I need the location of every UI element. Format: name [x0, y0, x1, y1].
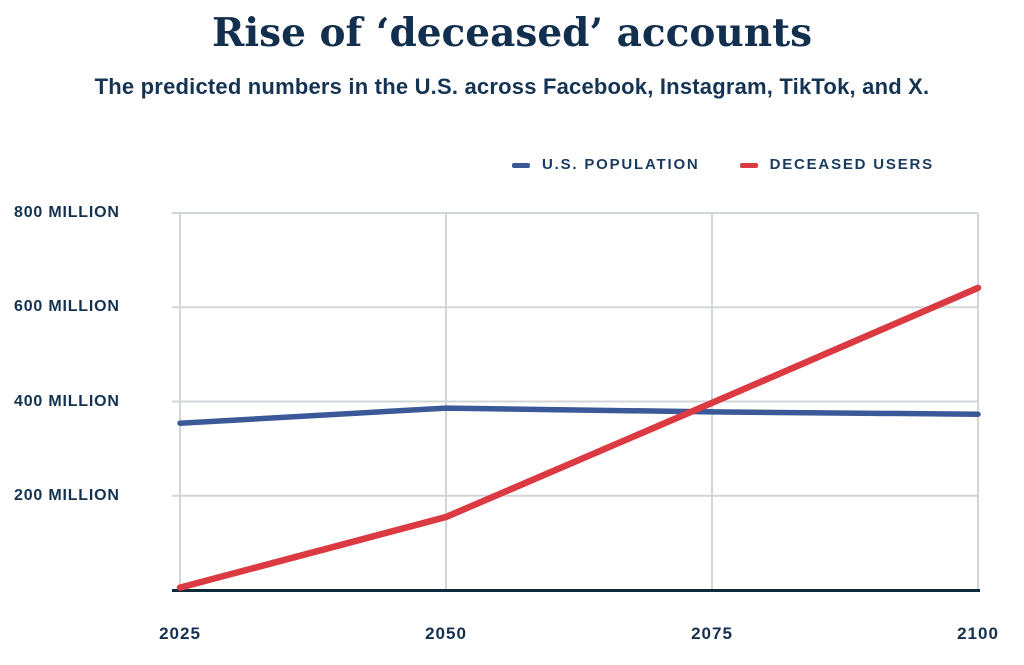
- chart-title: Rise of ‘deceased’ accounts: [211, 10, 813, 56]
- xtick-label-2050: 2050: [425, 624, 467, 643]
- ytick-label-200: 200 MILLION: [14, 486, 120, 504]
- ytick-label-800: 800 MILLION: [14, 204, 120, 221]
- legend: U.S. POPULATION DECEASED USERS: [512, 157, 934, 173]
- deceased-users-line: [176, 284, 982, 591]
- xtick-label-2075: 2075: [691, 624, 733, 643]
- legend-swatch-icon: [512, 162, 530, 168]
- xtick-label-2100: 2100: [957, 624, 999, 643]
- u-s-population-line: [177, 405, 981, 426]
- legend-label: DECEASED USERS: [769, 156, 934, 173]
- legend-swatch-icon: [739, 162, 758, 168]
- ytick-label-600: 600 MILLION: [14, 298, 120, 316]
- legend-item-u-s-population: U.S. POPULATION: [512, 157, 700, 173]
- legend-item-deceased-users: DECEASED USERS: [739, 156, 934, 173]
- xtick-label-2025: 2025: [159, 624, 201, 643]
- chart-subtitle: The predicted numbers in the U.S. across…: [94, 74, 930, 99]
- legend-label: U.S. POPULATION: [542, 156, 700, 173]
- ytick-label-400: 400 MILLION: [14, 392, 120, 410]
